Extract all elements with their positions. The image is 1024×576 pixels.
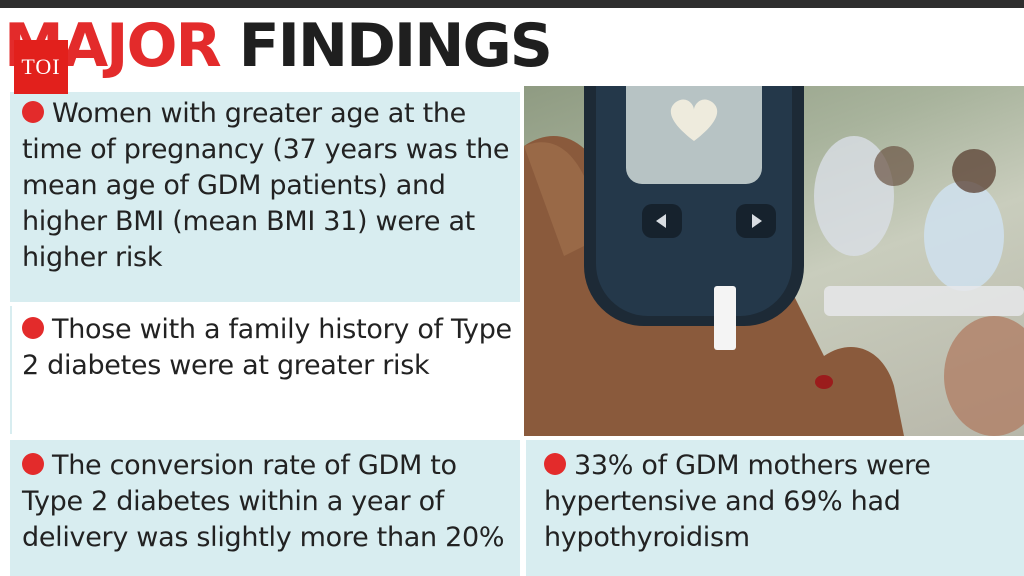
page-title: MAJOR FINDINGS xyxy=(4,10,553,82)
test-strip xyxy=(714,286,736,350)
finding-text: 33% of GDM mothers were hypertensive and… xyxy=(544,450,931,553)
finding-box-2 xyxy=(10,306,520,434)
bullet-dot-icon xyxy=(22,317,44,339)
toi-logo: TOI xyxy=(14,40,68,94)
bullet-dot-icon xyxy=(22,101,44,123)
finding-text: Women with greater age at the time of pr… xyxy=(22,98,510,273)
background-person-head-1 xyxy=(874,146,914,186)
top-bar xyxy=(0,0,1024,8)
background-person-head-2 xyxy=(952,149,996,193)
heart-icon xyxy=(670,99,718,141)
finding-box-3 xyxy=(10,440,520,576)
blood-drop xyxy=(815,375,833,389)
finding-text: The conversion rate of GDM to Type 2 dia… xyxy=(22,450,505,553)
right-arrow-icon xyxy=(752,214,762,228)
background-person-2 xyxy=(924,181,1004,291)
finding-box-1 xyxy=(10,92,520,302)
finding-text: Those with a family history of Type 2 di… xyxy=(22,314,512,381)
background-person-3 xyxy=(944,316,1024,436)
left-arrow-icon xyxy=(656,214,666,228)
bullet-dot-icon xyxy=(544,453,566,475)
glucometer-photo xyxy=(524,86,1024,436)
glucometer-illustration xyxy=(524,86,1024,436)
finding-age-bmi: Women with greater age at the time of pr… xyxy=(22,96,522,276)
finding-hypertension: 33% of GDM mothers were hypertensive and… xyxy=(544,448,1014,556)
title-word-findings: FINDINGS xyxy=(238,11,553,81)
bullet-dot-icon xyxy=(22,453,44,475)
finding-box-4 xyxy=(526,440,1024,576)
finding-family-history: Those with a family history of Type 2 di… xyxy=(22,312,512,384)
finding-conversion-rate: The conversion rate of GDM to Type 2 dia… xyxy=(22,448,517,556)
background-table xyxy=(824,286,1024,316)
